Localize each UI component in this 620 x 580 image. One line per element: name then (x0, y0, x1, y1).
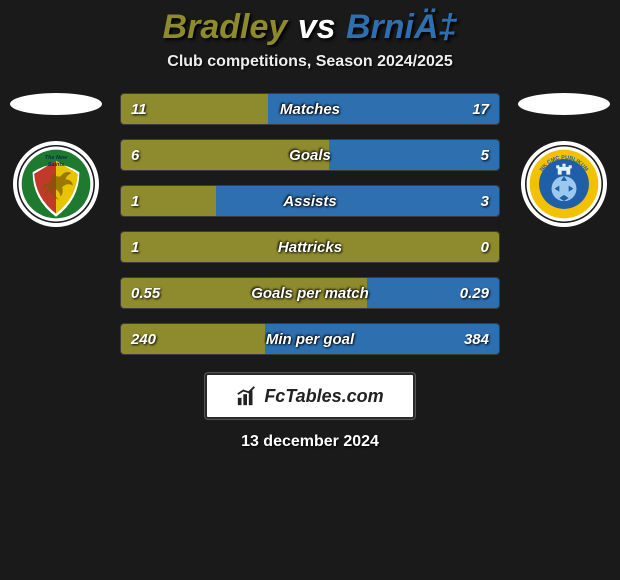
vs-text: vs (298, 8, 336, 46)
stat-label: Hattricks (121, 232, 499, 262)
logo-text: FcTables.com (264, 386, 383, 407)
bar-chart-icon (236, 385, 258, 407)
stat-row: 10Hattricks (120, 231, 500, 263)
stat-row: 65Goals (120, 139, 500, 171)
right-side: NK CMC PUBLIKUM (514, 93, 614, 227)
left-club-badge: The New Saints (13, 141, 99, 227)
fctables-logo: FcTables.com (205, 373, 415, 419)
stat-label: Matches (121, 94, 499, 124)
stat-label: Goals (121, 140, 499, 170)
stat-row: 13Assists (120, 185, 500, 217)
right-badge-icon: NK CMC PUBLIKUM (525, 145, 603, 223)
footer: FcTables.com 13 december 2024 (205, 373, 415, 451)
right-club-badge: NK CMC PUBLIKUM (521, 141, 607, 227)
stat-row: 0.550.29Goals per match (120, 277, 500, 309)
stat-label: Min per goal (121, 324, 499, 354)
left-badge-icon: The New Saints (17, 145, 95, 223)
root-container: Bradley vs BrniÄ‡ Club competitions, Sea… (0, 0, 620, 451)
stat-row: 240384Min per goal (120, 323, 500, 355)
stat-label: Goals per match (121, 278, 499, 308)
svg-text:The New: The New (45, 155, 68, 161)
player1-name: Bradley (163, 8, 288, 46)
player2-name: BrniÄ‡ (346, 8, 457, 46)
date-text: 13 december 2024 (241, 433, 379, 451)
subtitle: Club competitions, Season 2024/2025 (167, 53, 452, 71)
title-row: Bradley vs BrniÄ‡ (163, 8, 458, 47)
main-row: The New Saints 1117Matches 65Goals 13Assis… (0, 93, 620, 355)
stat-row: 1117Matches (120, 93, 500, 125)
svg-text:Saints: Saints (48, 162, 64, 168)
right-ellipse (518, 93, 610, 115)
stats-column: 1117Matches 65Goals 13Assists 10Hattricks 0.… (120, 93, 500, 355)
left-side: The New Saints (6, 93, 106, 227)
stat-label: Assists (121, 186, 499, 216)
left-ellipse (10, 93, 102, 115)
